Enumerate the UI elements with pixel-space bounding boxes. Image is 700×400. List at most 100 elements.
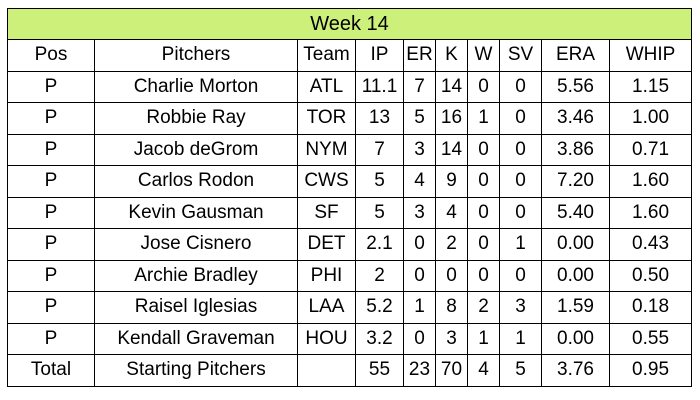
cell-era: 7.20: [541, 165, 610, 198]
cell-pos: P: [7, 322, 95, 355]
cell-era: 1.59: [541, 291, 610, 324]
column-header-row: Pos Pitchers Team IP ER K W SV ERA WHIP: [7, 39, 693, 72]
table-row: P Kendall Graveman HOU 3.2 0 3 1 1 0.00 0.55: [7, 322, 693, 355]
cell-team: HOU: [297, 322, 356, 355]
cell-k: 4: [435, 196, 468, 229]
cell-whip: 0.55: [608, 322, 693, 355]
cell-whip: 1.15: [608, 70, 693, 103]
cell-w: 1: [467, 322, 500, 355]
cell-k: 0: [435, 259, 468, 292]
column-header-ip: IP: [355, 39, 404, 72]
cell-pos: P: [7, 165, 95, 198]
cell-er: 7: [403, 70, 436, 103]
cell-k: 3: [435, 322, 468, 355]
cell-pos: P: [7, 133, 95, 166]
cell-pitchers: Archie Bradley: [94, 259, 298, 292]
cell-k: 16: [435, 102, 468, 135]
cell-pos: P: [7, 196, 95, 229]
table-row: P Carlos Rodon CWS 5 4 9 0 0 7.20 1.60: [7, 165, 693, 198]
cell-sv: 0: [499, 165, 542, 198]
cell-er: 0: [403, 259, 436, 292]
cell-sv: 1: [499, 228, 542, 261]
week-title: Week 14: [6, 8, 693, 40]
column-header-era: ERA: [541, 39, 610, 72]
total-cell-ip: 55: [355, 354, 404, 387]
cell-pitchers: Kendall Graveman: [94, 322, 298, 355]
cell-er: 0: [403, 228, 436, 261]
cell-sv: 0: [499, 102, 542, 135]
total-row: Total Starting Pitchers 55 23 70 4 5 3.76 0.95: [7, 354, 693, 387]
cell-w: 0: [467, 196, 500, 229]
cell-k: 14: [435, 133, 468, 166]
table-row: P Robbie Ray TOR 13 5 16 1 0 3.46 1.00: [7, 102, 693, 135]
cell-era: 5.56: [541, 70, 610, 103]
table-row: P Kevin Gausman SF 5 3 4 0 0 5.40 1.60: [7, 196, 693, 229]
column-header-sv: SV: [499, 39, 542, 72]
cell-whip: 0.50: [608, 259, 693, 292]
cell-whip: 1.00: [608, 102, 693, 135]
column-header-k: K: [435, 39, 468, 72]
cell-ip: 13: [355, 102, 404, 135]
total-cell-era: 3.76: [541, 354, 610, 387]
cell-er: 3: [403, 196, 436, 229]
cell-pitchers: Jose Cisnero: [94, 228, 298, 261]
column-header-w: W: [467, 39, 500, 72]
cell-w: 0: [467, 165, 500, 198]
cell-era: 5.40: [541, 196, 610, 229]
cell-w: 1: [467, 102, 500, 135]
cell-sv: 3: [499, 291, 542, 324]
cell-pitchers: Jacob deGrom: [94, 133, 298, 166]
cell-ip: 5.2: [355, 291, 404, 324]
cell-sv: 0: [499, 196, 542, 229]
cell-er: 1: [403, 291, 436, 324]
cell-pos: P: [7, 228, 95, 261]
cell-ip: 2.1: [355, 228, 404, 261]
cell-whip: 1.60: [608, 196, 693, 229]
cell-ip: 5: [355, 196, 404, 229]
cell-ip: 5: [355, 165, 404, 198]
cell-whip: 0.43: [608, 228, 693, 261]
cell-w: 2: [467, 291, 500, 324]
cell-team: ATL: [297, 70, 356, 103]
cell-ip: 11.1: [355, 70, 404, 103]
cell-er: 0: [403, 322, 436, 355]
cell-team: CWS: [297, 165, 356, 198]
cell-pitchers: Charlie Morton: [94, 70, 298, 103]
cell-sv: 0: [499, 133, 542, 166]
cell-pos: P: [7, 259, 95, 292]
cell-pitchers: Raisel Iglesias: [94, 291, 298, 324]
cell-pos: P: [7, 291, 95, 324]
cell-k: 14: [435, 70, 468, 103]
cell-w: 0: [467, 228, 500, 261]
cell-ip: 7: [355, 133, 404, 166]
column-header-whip: WHIP: [608, 39, 693, 72]
cell-era: 0.00: [541, 259, 610, 292]
table-row: P Archie Bradley PHI 2 0 0 0 0 0.00 0.50: [7, 259, 693, 292]
cell-pos: P: [7, 70, 95, 103]
cell-team: PHI: [297, 259, 356, 292]
cell-pitchers: Kevin Gausman: [94, 196, 298, 229]
pitching-stats-sheet: Week 14 Pos Pitchers Team IP ER K W SV ERA WHIP P…: [6, 8, 693, 387]
cell-k: 2: [435, 228, 468, 261]
column-header-er: ER: [403, 39, 436, 72]
table-row: P Jose Cisnero DET 2.1 0 2 0 1 0.00 0.43: [7, 228, 693, 261]
cell-sv: 0: [499, 70, 542, 103]
total-cell-pitchers: Starting Pitchers: [94, 354, 298, 387]
column-header-pitchers: Pitchers: [94, 39, 298, 72]
column-header-team: Team: [297, 39, 356, 72]
cell-k: 9: [435, 165, 468, 198]
total-cell-sv: 5: [499, 354, 542, 387]
cell-era: 0.00: [541, 228, 610, 261]
total-cell-team: [297, 354, 356, 387]
table-row: P Jacob deGrom NYM 7 3 14 0 0 3.86 0.71: [7, 133, 693, 166]
cell-era: 3.46: [541, 102, 610, 135]
cell-pitchers: Robbie Ray: [94, 102, 298, 135]
cell-w: 0: [467, 70, 500, 103]
total-cell-er: 23: [403, 354, 436, 387]
cell-era: 3.86: [541, 133, 610, 166]
total-cell-k: 70: [435, 354, 468, 387]
cell-ip: 2: [355, 259, 404, 292]
cell-team: TOR: [297, 102, 356, 135]
cell-pos: P: [7, 102, 95, 135]
total-cell-w: 4: [467, 354, 500, 387]
